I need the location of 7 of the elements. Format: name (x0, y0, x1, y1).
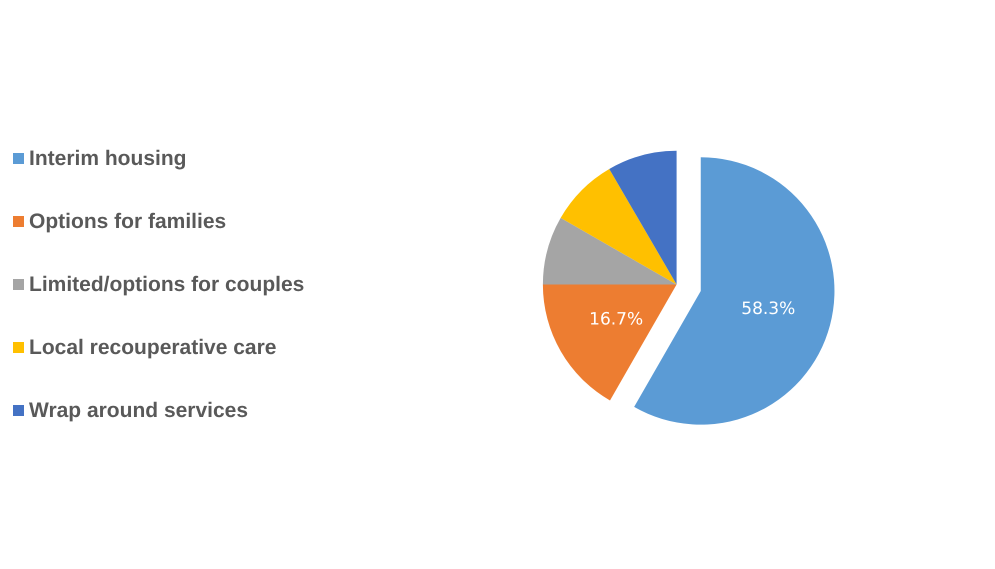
data-label: 58.3% (741, 298, 796, 319)
legend-label: Interim housing (29, 147, 186, 170)
legend-label: Options for families (29, 210, 226, 233)
legend-label: Local recouperative care (29, 336, 276, 359)
data-label: 16.7% (589, 309, 644, 330)
legend-label: Limited/options for couples (29, 273, 304, 296)
legend-label: Wrap around services (29, 399, 248, 422)
